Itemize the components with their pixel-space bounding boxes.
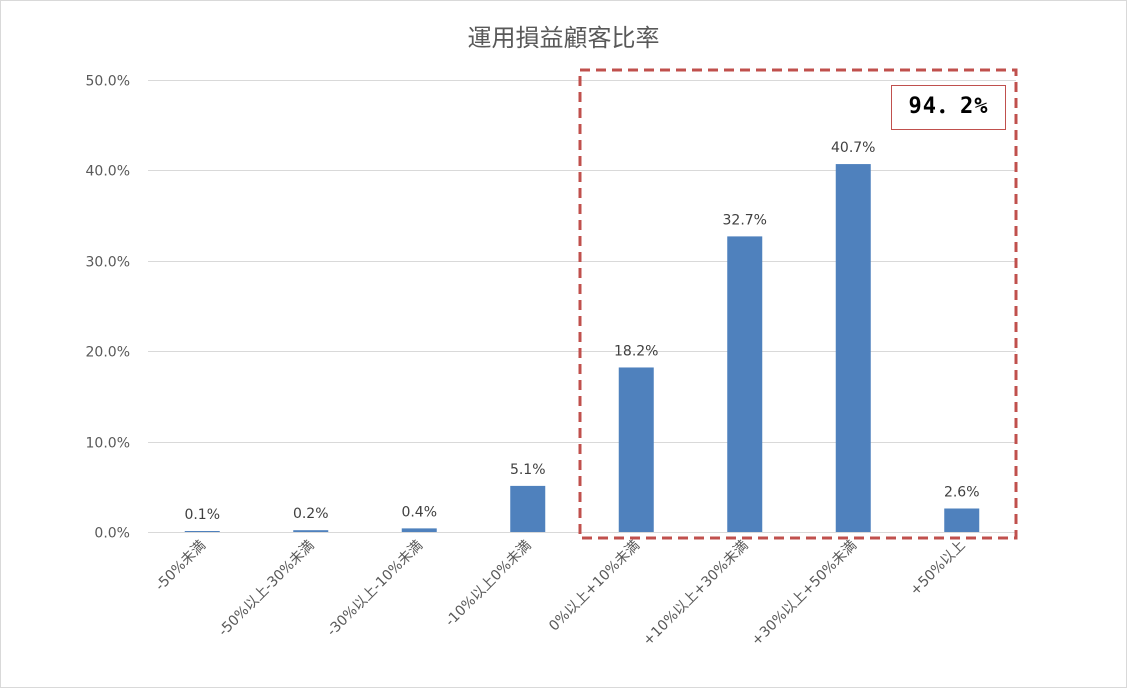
bar <box>727 236 763 532</box>
data-label: 0.2% <box>293 506 329 522</box>
bar <box>401 528 437 532</box>
bar <box>835 164 871 532</box>
bar <box>184 531 220 532</box>
x-tick-label: 0%以上+10%未満 <box>546 538 643 635</box>
y-tick-label: 50.0% <box>86 74 130 90</box>
bar <box>510 485 546 532</box>
y-tick-label: 20.0% <box>86 345 130 361</box>
x-tick-label: -50%未満 <box>152 538 209 595</box>
y-tick-label: 0.0% <box>94 526 130 542</box>
chart-title: 運用損益顧客比率 <box>467 24 660 52</box>
x-tick-label: -50%以上-30%未満 <box>216 538 318 640</box>
x-tick-label: -10%以上0%未満 <box>442 538 534 630</box>
data-label: 18.2% <box>614 343 658 359</box>
x-tick-label: +10%以上+30%未満 <box>640 538 752 650</box>
y-tick-label: 40.0% <box>86 164 130 180</box>
x-tick-label: -30%以上-10%未満 <box>324 538 426 640</box>
bar <box>618 367 654 532</box>
data-label: 5.1% <box>510 462 546 478</box>
y-tick-label: 30.0% <box>86 255 130 271</box>
data-label: 40.7% <box>831 140 875 156</box>
bar <box>293 530 329 532</box>
highlight-box <box>578 68 1018 540</box>
x-tick-label: +30%以上+50%未満 <box>749 538 861 650</box>
data-label: 32.7% <box>723 212 767 228</box>
highlight-total-label: 94．2% <box>891 85 1006 130</box>
data-label: 2.6% <box>944 484 980 500</box>
y-tick-label: 10.0% <box>86 436 130 452</box>
data-label: 0.1% <box>184 507 220 523</box>
x-tick-label: +50%以上 <box>907 538 968 599</box>
data-label: 0.4% <box>401 504 437 520</box>
bar <box>944 508 980 532</box>
